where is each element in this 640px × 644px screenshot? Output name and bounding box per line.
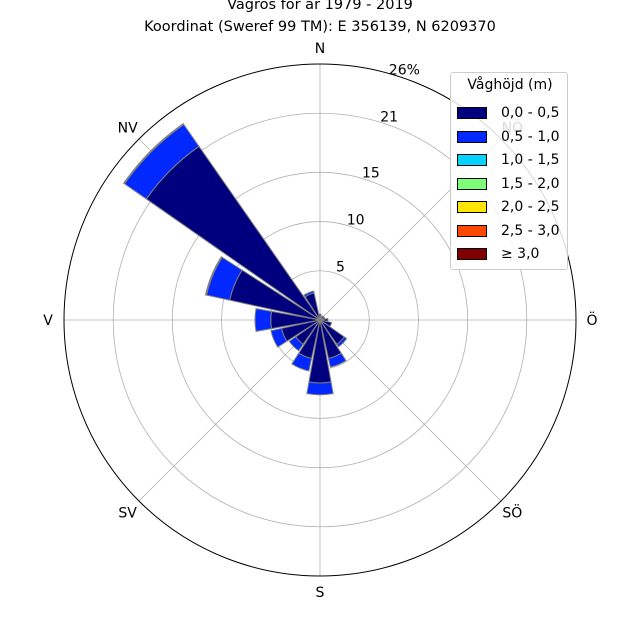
radial-tick-label: 5: [336, 259, 345, 275]
legend-swatch: [457, 130, 487, 143]
rose-bar: [254, 307, 273, 333]
legend-label: 1,0 - 1,5: [501, 152, 560, 168]
angular-gridline: [138, 319, 321, 502]
rose-bar: [291, 352, 313, 372]
legend-label: 2,0 - 2,5: [501, 199, 560, 215]
legend-label: ≥ 3,0: [501, 246, 540, 262]
rose-bar: [327, 352, 347, 368]
legend-entry: 2,5 - 3,0: [457, 221, 565, 241]
legend-swatch: [457, 154, 487, 166]
legend-label: 1,5 - 2,0: [501, 175, 560, 192]
radial-tick-label: 15: [362, 166, 380, 182]
legend-swatch: [457, 201, 487, 213]
rose-bar: [204, 256, 223, 296]
compass-label: V: [43, 313, 53, 329]
legend-label: 0,5 - 1,0: [501, 128, 560, 145]
legend-title: Våghöjd (m): [467, 77, 553, 93]
legend-swatch: [457, 177, 487, 190]
rose-bar: [288, 336, 304, 352]
compass-label: S: [316, 585, 325, 601]
radial-tick-label: 26%: [389, 63, 420, 79]
rose-bar: [123, 123, 185, 185]
compass-label: Ö: [586, 311, 597, 329]
legend-swatch: [457, 224, 487, 237]
legend-label: 2,5 - 3,0: [501, 222, 560, 239]
rose-bar: [336, 336, 348, 348]
legend-entry: ≥ 3,0: [457, 244, 565, 264]
compass-label: SÖ: [502, 503, 522, 521]
legend-entry: 1,0 - 1,5: [457, 150, 565, 170]
angular-gridline: [319, 319, 502, 502]
compass-label: NV: [118, 121, 138, 137]
legend: Våghöjd (m) 0,0 - 0,5 0,5 - 1,0 1,0 - 1,…: [450, 72, 568, 270]
legend-swatch: [457, 248, 487, 260]
rose-bar: [303, 290, 315, 298]
chart-subtitle: Koordinat (Sweref 99 TM): E 356139, N 62…: [144, 19, 496, 35]
radial-tick-label: 10: [347, 213, 365, 229]
legend-swatch: [457, 107, 487, 119]
legend-entry: 2,0 - 2,5: [457, 197, 565, 217]
legend-entry: 1,5 - 2,0: [457, 174, 565, 194]
chart-title: Vågros för år 1979 - 2019: [227, 0, 413, 13]
legend-entry: 0,0 - 0,5: [457, 103, 565, 123]
rose-bar: [270, 327, 288, 348]
legend-label: 0,0 - 0,5: [501, 105, 560, 121]
rose-bar: [306, 381, 334, 396]
radial-tick-label: 21: [380, 110, 398, 126]
compass-label: SV: [118, 505, 137, 521]
polar-frame: [63, 63, 577, 577]
legend-entry: 0,5 - 1,0: [457, 127, 565, 147]
compass-label: N: [315, 41, 325, 57]
